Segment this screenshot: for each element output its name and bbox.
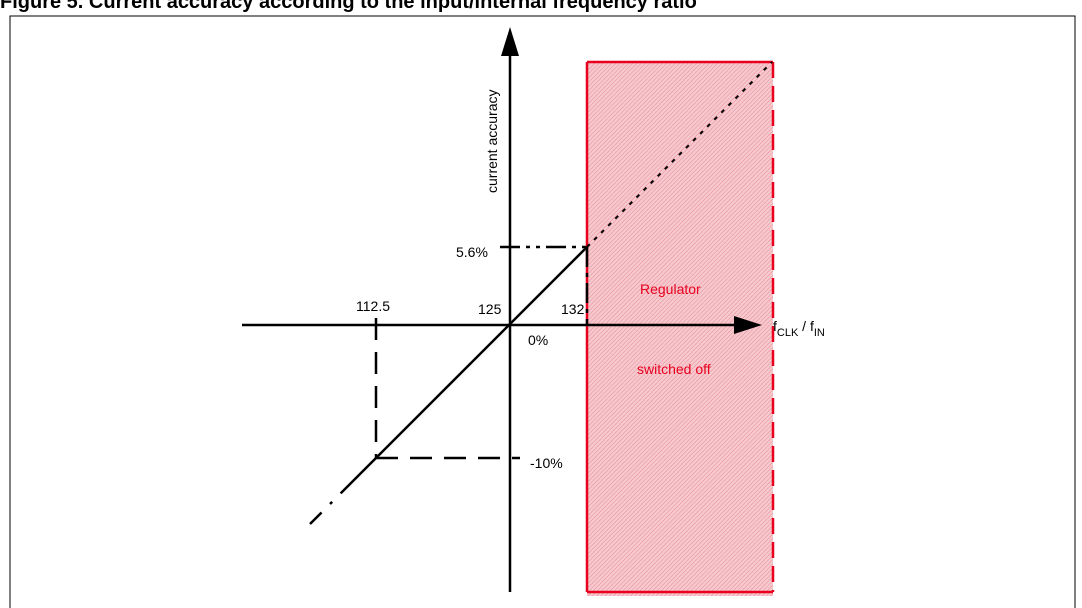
accuracy-line-lower-tail [309,457,377,525]
tick-label-0-percent: 0% [528,332,548,348]
tick-label-112-5: 112.5 [356,298,390,314]
x-axis-label: fCLK / fIN [773,318,825,339]
x-axis-arrow [734,316,762,334]
accuracy-line-extrapolated [586,61,773,248]
tick-label-5-6-percent: 5.6% [456,244,488,260]
x-axis-label-f: f [773,318,777,334]
x-axis-label-separator: / f [798,318,814,334]
x-axis-label-sub-in: IN [814,327,825,339]
figure-title: Figure 5. Current accuracy according to … [0,0,697,13]
y-axis-arrow [501,27,519,56]
tick-label-132: 132 [561,301,585,317]
x-axis-label-sub-clk: CLK [777,327,799,339]
y-axis-label: current accuracy [484,90,500,193]
figure-frame [9,15,1076,608]
accuracy-line [375,246,588,459]
region-label-regulator: Regulator [640,281,701,297]
tick-label-125: 125 [478,301,502,317]
region-label-switched-off: switched off [637,361,711,377]
tick-label-minus-10-percent: -10% [530,455,563,471]
